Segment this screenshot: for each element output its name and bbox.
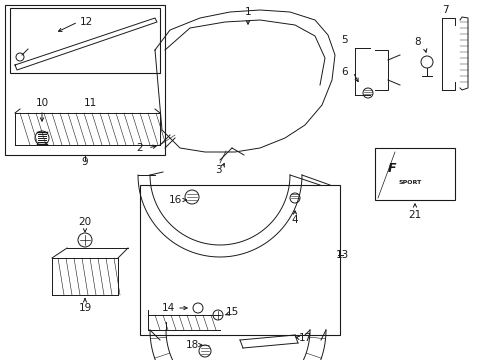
Text: 14: 14 [161, 303, 174, 313]
Text: 1: 1 [245, 7, 251, 17]
Bar [5, 5, 165, 155]
Text: 17: 17 [298, 333, 312, 343]
Text: 2: 2 [137, 143, 143, 153]
Bar [10, 8, 160, 73]
Text: SPORT: SPORT [398, 180, 421, 185]
Bar [375, 148, 455, 200]
Text: 3: 3 [215, 165, 221, 175]
Text: 7: 7 [441, 5, 448, 15]
Text: 9: 9 [82, 157, 88, 167]
Text: 4: 4 [292, 215, 298, 225]
Bar [140, 185, 340, 335]
Text: 11: 11 [83, 98, 97, 108]
Text: 21: 21 [408, 210, 421, 220]
Text: 10: 10 [35, 98, 49, 108]
Text: 16: 16 [169, 195, 182, 205]
Text: 6: 6 [342, 67, 348, 77]
Text: 13: 13 [335, 250, 348, 260]
Text: 19: 19 [78, 303, 92, 313]
Text: 12: 12 [80, 17, 93, 27]
Text: 20: 20 [78, 217, 92, 227]
Text: 15: 15 [225, 307, 239, 317]
Text: 18: 18 [185, 340, 198, 350]
Text: 8: 8 [415, 37, 421, 47]
Text: 5: 5 [342, 35, 348, 45]
Text: F: F [388, 162, 396, 175]
